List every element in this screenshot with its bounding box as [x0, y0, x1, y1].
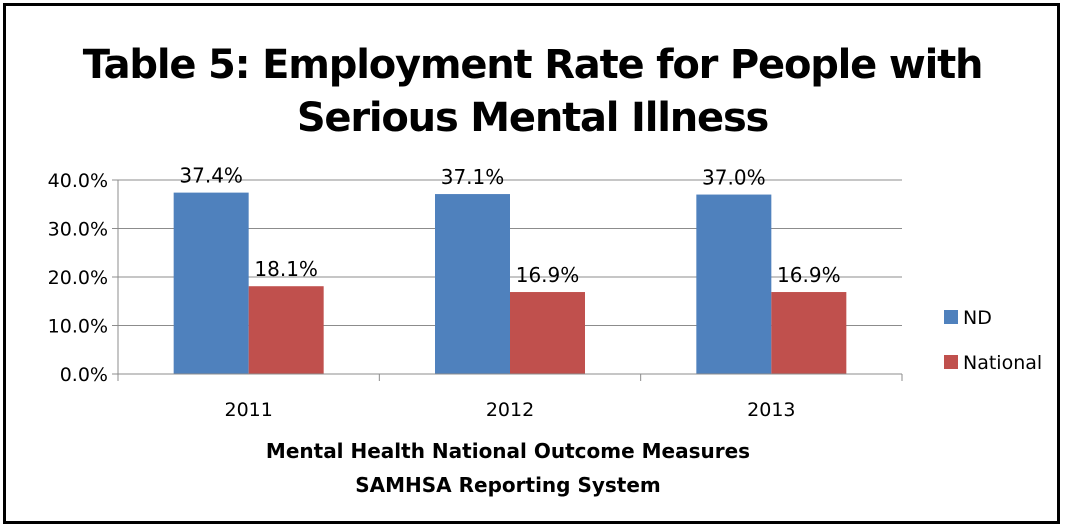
data-label: 37.1% [441, 165, 505, 189]
data-label: 16.9% [516, 263, 580, 287]
chart-title-line-2: Serious Mental Illness [296, 95, 770, 141]
bars [173, 192, 847, 374]
data-label: 37.4% [179, 164, 243, 188]
legend-swatch-nd [944, 310, 958, 324]
y-tick-label: 30.0% [48, 219, 108, 241]
y-tick-label: 10.0% [48, 316, 108, 338]
y-tick-label: 40.0% [48, 170, 108, 192]
bar-nd-2013 [696, 194, 772, 374]
data-label: 16.9% [777, 263, 841, 287]
legend-label-national: National [963, 352, 1042, 374]
bar-nd-2012 [435, 194, 510, 374]
chart-title-line-1: Table 5: Employment Rate for People with [82, 42, 984, 88]
bar-nd-2011 [173, 192, 249, 374]
x-axis-title-line-1: Mental Health National Outcome Measures [266, 439, 750, 463]
data-label: 18.1% [254, 257, 318, 281]
data-label: 37.0% [702, 166, 766, 190]
bar-national-2012 [510, 292, 585, 374]
axes: 0.0% 10.0% 20.0% 30.0% 40.0% 2011 2012 2013 [48, 170, 903, 421]
x-tick-label: 2012 [486, 399, 534, 421]
legend-label-nd: ND [963, 307, 992, 329]
y-tick-label: 20.0% [48, 267, 108, 289]
y-tick-label: 0.0% [60, 364, 108, 386]
x-tick-label: 2013 [747, 399, 795, 421]
legend: ND National [944, 307, 1042, 374]
bar-national-2013 [771, 292, 847, 374]
data-labels: 37.4% 18.1% 37.1% 16.9% 37.0% 16.9% [179, 164, 840, 287]
legend-swatch-national [944, 355, 958, 369]
bar-national-2011 [248, 286, 324, 374]
x-tick-label: 2011 [224, 399, 272, 421]
x-axis-title-line-2: SAMHSA Reporting System [355, 473, 661, 497]
